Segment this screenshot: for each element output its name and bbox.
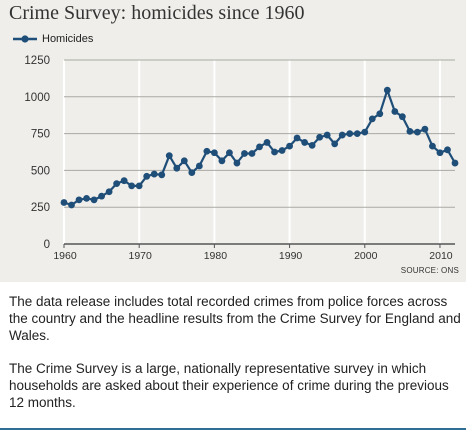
y-tick-label: 750 — [31, 129, 50, 141]
data-point — [361, 128, 369, 136]
legend: Homicides — [12, 32, 93, 46]
y-tick-label: 250 — [31, 202, 50, 214]
data-point — [383, 86, 391, 94]
data-point — [444, 146, 451, 154]
x-tick-label: 1980 — [204, 250, 228, 262]
x-tick-label: 1990 — [279, 250, 303, 262]
paragraph-2: The Crime Survey is a large, nationally … — [9, 361, 449, 410]
data-point — [256, 143, 263, 151]
data-point — [233, 159, 241, 167]
x-tick-label: 2010 — [429, 250, 453, 262]
data-point — [316, 133, 324, 141]
data-point — [180, 157, 188, 165]
data-point — [376, 110, 384, 118]
data-point — [68, 201, 75, 209]
y-tick-label: 0 — [44, 239, 50, 251]
data-point — [105, 188, 113, 196]
data-point — [301, 139, 309, 146]
data-point — [353, 130, 361, 138]
y-tick-label: 500 — [31, 165, 50, 177]
data-point — [113, 180, 121, 188]
data-point — [271, 148, 278, 156]
chart-title: Crime Survey: homicides since 1960 — [9, 2, 305, 24]
data-point — [195, 162, 203, 170]
data-point — [308, 141, 316, 149]
data-point — [346, 130, 354, 138]
data-point — [150, 170, 158, 178]
chart-plot: 0 250 500 750 1000 1250 1960 1970 1980 1990 2000 20… — [24, 55, 459, 262]
data-point — [226, 149, 233, 157]
data-point — [60, 199, 68, 206]
data-point — [263, 139, 271, 146]
data-point — [210, 149, 218, 157]
data-point — [436, 149, 444, 157]
data-point — [120, 177, 128, 185]
x-tick-label: 2000 — [354, 250, 378, 262]
chart-panel: Crime Survey: homicides since 1960 Homic… — [0, 0, 466, 282]
data-point — [165, 152, 173, 160]
data-point — [421, 125, 429, 133]
x-tick-label: 1960 — [53, 250, 77, 262]
data-point — [429, 142, 436, 150]
data-point — [241, 150, 248, 157]
data-point — [218, 157, 226, 165]
data-point — [398, 113, 406, 121]
legend-swatch — [13, 35, 37, 43]
source-note: SOURCE: ONS — [400, 266, 459, 275]
data-point — [83, 194, 90, 202]
data-point — [391, 108, 399, 115]
data-point — [368, 115, 376, 123]
data-point — [286, 142, 293, 150]
data-point — [338, 131, 346, 139]
data-point — [323, 131, 331, 139]
data-point — [331, 140, 339, 148]
bottom-rule — [0, 428, 466, 430]
y-tick-label: 1000 — [24, 92, 50, 104]
x-tick-label: 1970 — [129, 250, 153, 262]
data-point — [173, 164, 181, 172]
data-point — [188, 169, 196, 177]
data-point — [414, 128, 421, 136]
data-point — [135, 182, 143, 190]
data-point — [158, 171, 166, 179]
data-point — [203, 147, 211, 155]
data-point — [293, 134, 301, 142]
data-point — [98, 192, 105, 200]
data-point — [143, 172, 151, 180]
data-point — [406, 127, 414, 135]
data-point — [248, 150, 256, 157]
data-point — [278, 147, 286, 154]
y-tick-label: 1250 — [24, 55, 50, 67]
data-point — [128, 182, 136, 190]
data-point — [451, 159, 459, 167]
data-point — [90, 196, 98, 204]
legend-label: Homicides — [42, 33, 94, 45]
data-point — [75, 196, 83, 204]
paragraph-1: The data release includes total recorded… — [9, 294, 461, 343]
